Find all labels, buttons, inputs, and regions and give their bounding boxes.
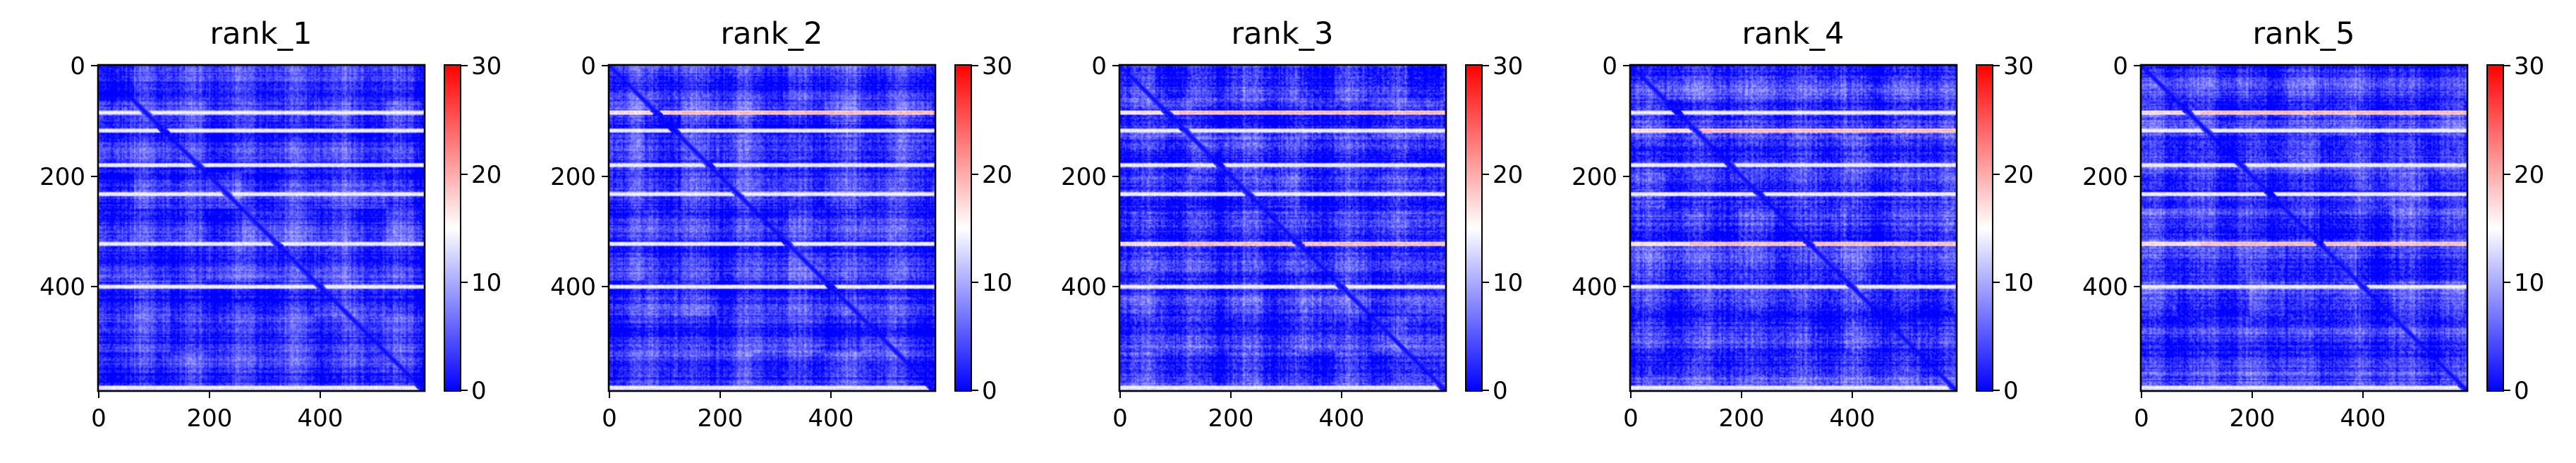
x-tick-label: 400: [298, 404, 344, 433]
x-axis: 0 200 400: [1112, 391, 1364, 433]
colorbar-bar: [444, 64, 461, 392]
colorbar-tick-label: 20: [2514, 161, 2544, 189]
y-tick-label: 400: [550, 273, 596, 301]
x-axis: 0 200 400: [91, 391, 343, 433]
y-tick-label: 0: [1091, 52, 1107, 80]
colorbar-bar: [954, 64, 972, 392]
heatmap-image: [98, 65, 425, 391]
y-tick-label: 0: [70, 52, 85, 80]
y-tick-label: 200: [2082, 163, 2128, 191]
colorbar: 30 20 10 0: [444, 52, 502, 405]
x-axis: 0 200 400: [2134, 391, 2386, 433]
y-tick-label: 200: [1061, 163, 1107, 191]
colorbar-tick-label: 20: [982, 161, 1012, 189]
colorbar-tick-label: 20: [2003, 161, 2034, 189]
heatmap-panel-rank-1: rank_1 0 200 400 0 200 400 30 20 1: [40, 16, 502, 433]
colorbar-tick-label: 10: [1493, 269, 1523, 297]
colorbar-tick-label: 30: [1493, 52, 1523, 80]
y-tick-label: 400: [40, 273, 85, 301]
colorbar-tick-label: 0: [471, 377, 487, 405]
colorbar-tick-label: 0: [1493, 377, 1508, 405]
y-axis: 0 200 400: [550, 52, 609, 301]
y-tick-label: 0: [581, 52, 596, 80]
axes-frame: [1118, 64, 1447, 392]
heatmap-image: [1630, 65, 1957, 391]
panel-title: rank_4: [1742, 16, 1844, 52]
y-tick-label: 200: [550, 163, 596, 191]
y-tick-label: 200: [40, 163, 85, 191]
x-tick-label: 200: [1208, 404, 1254, 433]
colorbar-tick-label: 10: [2514, 269, 2544, 297]
heatmap-image: [609, 65, 935, 391]
colorbar: 30 20 10 0: [2486, 52, 2544, 405]
axes-frame: [2139, 64, 2469, 392]
y-tick-label: 400: [1061, 273, 1107, 301]
y-tick-label: 0: [2113, 52, 2128, 80]
x-tick-label: 0: [2134, 404, 2149, 433]
heatmap-panel-rank-5: rank_5 0 200 400 0 200 400 30 20 1: [2082, 16, 2544, 433]
x-tick-label: 200: [698, 404, 743, 433]
heatmap-image: [2141, 65, 2467, 391]
panel-title: rank_1: [209, 16, 312, 52]
colorbar-tick-label: 30: [471, 52, 502, 80]
colorbar-tick-label: 0: [2514, 377, 2529, 405]
heatmap-image: [1119, 65, 1446, 391]
colorbar-tick-label: 30: [2514, 52, 2544, 80]
y-axis: 0 200 400: [2082, 52, 2141, 301]
colorbar-bar: [1465, 64, 1483, 392]
colorbar: 30 20 10 0: [1976, 52, 2034, 405]
colorbar-bar: [1976, 64, 1993, 392]
x-tick-label: 400: [1319, 404, 1365, 433]
colorbar-tick-label: 30: [2003, 52, 2034, 80]
x-tick-label: 400: [2340, 404, 2386, 433]
x-tick-label: 0: [91, 404, 107, 433]
y-tick-label: 0: [1602, 52, 1617, 80]
colorbar-tick-label: 20: [1493, 161, 1523, 189]
y-axis: 0 200 400: [40, 52, 98, 301]
x-tick-label: 0: [1112, 404, 1128, 433]
y-tick-label: 200: [1572, 163, 1617, 191]
colorbar-tick-label: 0: [2003, 377, 2019, 405]
colorbar-tick-label: 0: [982, 377, 997, 405]
x-tick-label: 400: [1830, 404, 1876, 433]
y-tick-label: 400: [1572, 273, 1617, 301]
x-tick-label: 400: [808, 404, 854, 433]
y-axis: 0 200 400: [1572, 52, 1630, 301]
heatmap-panel-rank-3: rank_3 0 200 400 0 200 400 30 20 1: [1061, 16, 1523, 433]
colorbar-tick-label: 10: [982, 269, 1012, 297]
x-tick-label: 200: [2230, 404, 2276, 433]
panel-title: rank_5: [2252, 16, 2355, 52]
colorbar-bar: [2486, 64, 2504, 392]
x-axis: 0 200 400: [1623, 391, 1875, 433]
heatmap-panel-rank-2: rank_2 0 200 400 0 200 400 30 20 1: [550, 16, 1012, 433]
panel-title: rank_3: [1231, 16, 1333, 52]
colorbar: 30 20 10 0: [1465, 52, 1523, 405]
x-axis: 0 200 400: [602, 391, 853, 433]
colorbar-tick-label: 30: [982, 52, 1012, 80]
panel-title: rank_2: [720, 16, 822, 52]
colorbar-tick-label: 20: [471, 161, 502, 189]
colorbar: 30 20 10 0: [954, 52, 1012, 405]
y-axis: 0 200 400: [1061, 52, 1119, 301]
colorbar-tick-label: 10: [471, 269, 502, 297]
x-tick-label: 200: [1719, 404, 1765, 433]
heatmap-panel-rank-4: rank_4 0 200 400 0 200 400 30 20 1: [1572, 16, 2034, 433]
axes-frame: [607, 64, 937, 392]
axes-frame: [1629, 64, 1958, 392]
colorbar-tick-label: 10: [2003, 269, 2034, 297]
x-tick-label: 200: [187, 404, 233, 433]
x-tick-label: 0: [1623, 404, 1639, 433]
y-tick-label: 400: [2082, 273, 2128, 301]
axes-frame: [97, 64, 426, 392]
x-tick-label: 0: [602, 404, 617, 433]
